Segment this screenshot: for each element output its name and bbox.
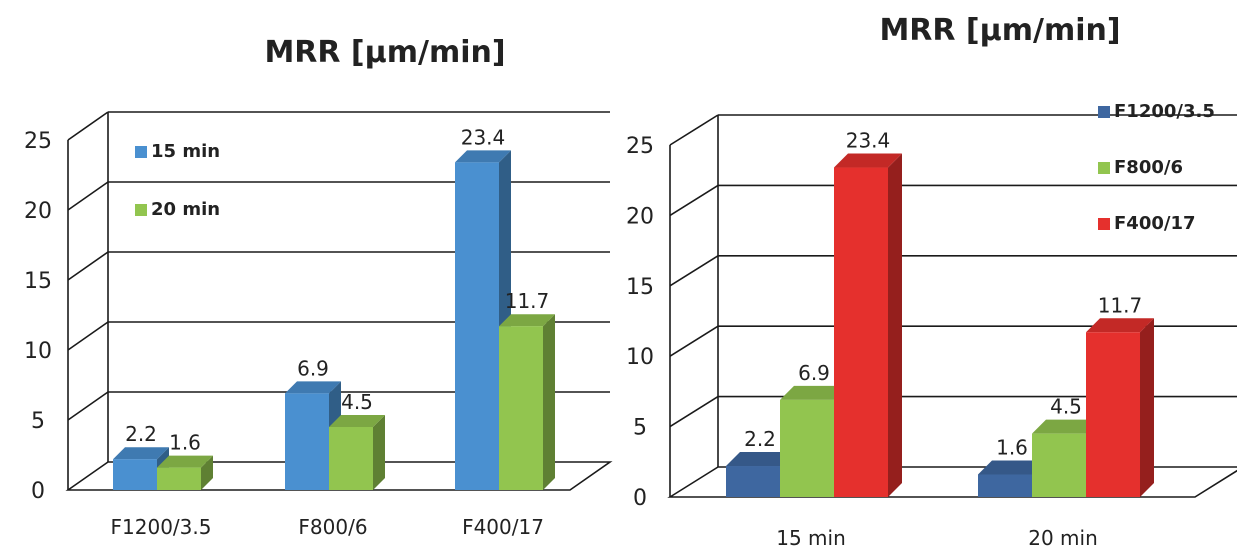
- data-label: 1.6: [169, 431, 201, 455]
- legend-label: 15 min: [151, 141, 220, 162]
- data-label: 6.9: [297, 356, 329, 380]
- data-label: 6.9: [798, 361, 830, 385]
- bar-top: [780, 385, 848, 400]
- legend-swatch: [135, 146, 147, 158]
- y-tick-label: 25: [626, 134, 654, 159]
- data-label: 4.5: [341, 390, 373, 414]
- bar-top: [455, 150, 511, 163]
- data-label: 23.4: [846, 129, 891, 153]
- bar-top: [726, 452, 794, 467]
- bar-side: [373, 415, 385, 490]
- gridline-depth: [67, 321, 109, 351]
- bar-side: [888, 153, 902, 497]
- data-label: 4.5: [1050, 395, 1082, 419]
- bar-top: [978, 460, 1046, 475]
- legend-label: 20 min: [151, 199, 220, 220]
- chart-2: MRR [µm/min] 0 5 10 15 20 25 2.2 6.9 23.4 15 min 1.…: [626, 13, 1237, 550]
- bar: [285, 393, 329, 490]
- gridline-depth: [67, 391, 109, 421]
- bar: [499, 326, 543, 490]
- bar-top: [499, 314, 555, 327]
- bar-side: [201, 455, 213, 490]
- chart-1: MRR [µm/min] 0 5 10 15 20 25 2.2 1.6 F1200/3.5 6.9…: [24, 35, 613, 539]
- data-label: 23.4: [461, 125, 506, 149]
- bar-top: [157, 455, 213, 468]
- x-tick-label: F400/17: [462, 515, 544, 539]
- chart-title: MRR [µm/min]: [264, 35, 505, 70]
- legend-swatch: [1098, 218, 1110, 230]
- bar-top: [1086, 318, 1154, 333]
- x-tick-label: 15 min: [776, 526, 846, 547]
- gridline-depth: [67, 181, 109, 211]
- bar: [1032, 433, 1086, 497]
- x-tick-label: F800/6: [298, 515, 367, 539]
- legend-swatch: [1098, 106, 1110, 118]
- data-label: 1.6: [996, 435, 1028, 459]
- gridline-depth: [67, 251, 109, 281]
- y-tick-label: 15: [626, 275, 654, 300]
- y-tick-label: 25: [24, 129, 52, 154]
- gridline-depth: [669, 395, 719, 428]
- y-tick-label: 5: [633, 416, 647, 441]
- data-label: 2.2: [125, 422, 157, 446]
- bar: [978, 474, 1032, 497]
- bar: [834, 167, 888, 497]
- y-tick-label: 20: [24, 199, 52, 224]
- gridline-depth: [669, 184, 719, 217]
- bar: [329, 427, 373, 490]
- bar: [113, 459, 157, 490]
- y-tick-label: 5: [31, 409, 45, 434]
- y-tick-label: 10: [24, 339, 52, 364]
- x-tick-label: F1200/3.5: [111, 515, 212, 539]
- bar: [726, 466, 780, 497]
- x-tick-label: 20 min: [1028, 526, 1098, 547]
- legend-swatch: [1098, 162, 1110, 174]
- bar-side: [543, 314, 555, 490]
- chart-title: MRR [µm/min]: [879, 13, 1120, 48]
- y-tick-label: 0: [31, 479, 45, 504]
- bar-top: [285, 381, 341, 394]
- bar: [455, 162, 499, 490]
- bar-top: [834, 153, 902, 168]
- bar-top: [329, 415, 385, 427]
- y-tick-label: 10: [626, 345, 654, 370]
- y-tick-label: 20: [626, 204, 654, 229]
- bar: [780, 399, 834, 497]
- data-label: 11.7: [1098, 293, 1143, 317]
- data-label: 11.7: [505, 289, 550, 313]
- gridline-depth: [669, 114, 719, 146]
- gridline-depth: [669, 255, 719, 287]
- floor-plane: [65, 461, 613, 491]
- y-tick-label: 0: [633, 486, 647, 511]
- bar: [1086, 332, 1140, 497]
- legend-label: F400/17: [1114, 213, 1196, 234]
- y-tick-label: 15: [24, 269, 52, 294]
- gridline-depth: [669, 325, 719, 357]
- bar-side: [1140, 318, 1154, 497]
- legend-label: F800/6: [1114, 157, 1183, 178]
- legend-swatch: [135, 204, 147, 216]
- legend-label: F1200/3.5: [1114, 101, 1215, 122]
- bar-top: [1032, 419, 1100, 434]
- data-label: 2.2: [744, 427, 776, 451]
- bar: [157, 467, 201, 490]
- gridline-depth: [67, 111, 109, 141]
- bar-top: [113, 447, 169, 460]
